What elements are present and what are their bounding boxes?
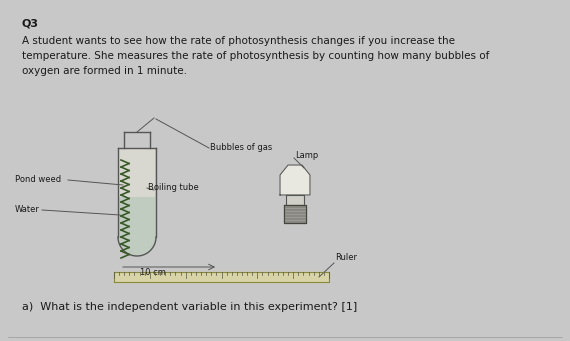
Text: 10 cm: 10 cm bbox=[140, 268, 166, 277]
Polygon shape bbox=[284, 205, 306, 223]
Text: A student wants to see how the rate of photosynthesis changes if you increase th: A student wants to see how the rate of p… bbox=[22, 36, 490, 76]
Text: Lamp: Lamp bbox=[295, 150, 318, 160]
Text: a)  What is the independent variable in this experiment? [1]: a) What is the independent variable in t… bbox=[22, 302, 357, 312]
Text: Water: Water bbox=[15, 206, 40, 214]
Text: Ruler: Ruler bbox=[335, 253, 357, 263]
Text: Boiling tube: Boiling tube bbox=[148, 183, 199, 193]
Text: Q3: Q3 bbox=[22, 18, 39, 28]
Polygon shape bbox=[114, 272, 329, 282]
Text: Pond weed: Pond weed bbox=[15, 176, 61, 184]
FancyBboxPatch shape bbox=[119, 197, 155, 245]
Polygon shape bbox=[286, 195, 304, 205]
Text: Bubbles of gas: Bubbles of gas bbox=[210, 144, 272, 152]
FancyBboxPatch shape bbox=[119, 149, 155, 238]
Polygon shape bbox=[280, 165, 310, 195]
Polygon shape bbox=[119, 237, 155, 255]
